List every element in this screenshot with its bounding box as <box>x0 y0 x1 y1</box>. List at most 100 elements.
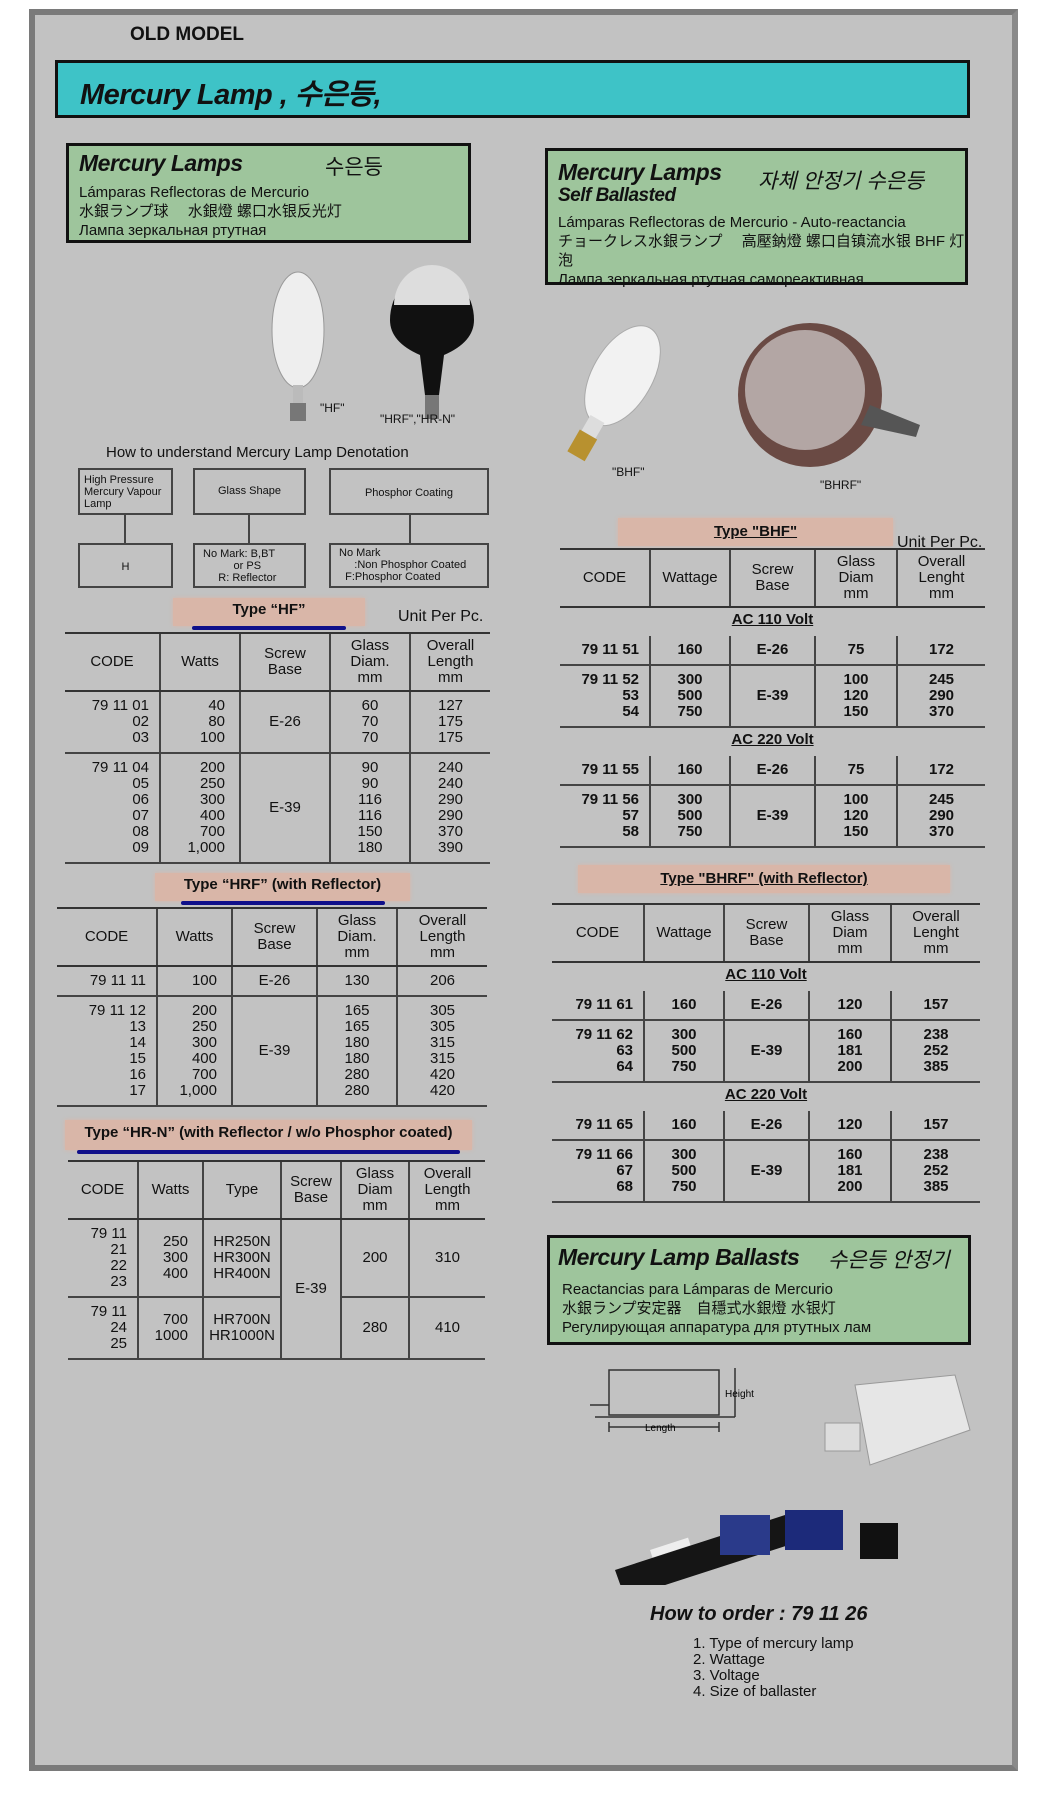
voltage-label: AC 110 Volt <box>725 966 807 983</box>
table-header-row: CODE Wattage Screw Base Glass Diam mm Overal… <box>560 548 985 608</box>
value-cell: 100 120 150 <box>814 665 897 728</box>
box-title: Mercury Lamp Ballasts <box>558 1244 800 1270</box>
value-cell: 130 <box>316 966 397 997</box>
table-row: 79 11 11 100 E-26 130 206 <box>57 966 487 997</box>
box-lines: Lámparas Reflectoras de Mercurio 水銀ランプ球 … <box>79 183 342 240</box>
value-cell: E-39 <box>723 1140 809 1203</box>
column-header: Glass Diam mm <box>814 548 897 608</box>
code-cell: 79 11 11 <box>57 966 157 997</box>
value-cell: 75 <box>814 756 897 786</box>
table-hrn: CODE Watts Type Screw Base Glass Diam mm Over… <box>68 1160 485 1360</box>
voltage-label: AC 220 Volt <box>724 1086 808 1103</box>
table-header-row: CODE Wattage Screw Base Glass Diam mm Overal… <box>552 903 980 963</box>
box-title: Mercury Lamps <box>79 150 243 176</box>
value-cell: 60 70 70 <box>329 691 410 754</box>
value-cell: 200 250 300 400 700 1,000 <box>156 996 232 1107</box>
value-cell: E-39 <box>280 1219 341 1360</box>
table-header-row: CODE Watts Type Screw Base Glass Diam mm Over… <box>68 1160 485 1220</box>
line-japanese: 水銀ランプ球 水銀燈 螺口水银反光灯 <box>79 203 342 220</box>
value-cell: E-26 <box>723 1111 809 1141</box>
denotation-box-glass-codes: No Mark: B,BT or PS R: Reflector <box>193 543 306 588</box>
column-header: CODE <box>65 632 160 692</box>
value-cell: E-39 <box>239 753 330 864</box>
table-row: 79 11 65 160 E-26 120 157 <box>552 1111 980 1141</box>
column-header: CODE <box>57 907 157 967</box>
type-bhrf-title: Type "BHRF" (with Reflector) <box>660 870 868 887</box>
unit-per-pc-bhf: Unit Per Pc. <box>897 534 983 551</box>
value-cell: E-26 <box>239 691 330 754</box>
length-label: Length <box>645 1423 676 1434</box>
column-header: Watts <box>156 907 232 967</box>
order-item: 2. Wattage <box>693 1651 765 1668</box>
column-header: Overall Lenght mm <box>896 548 985 608</box>
hf-hrf-lamp-images <box>271 265 474 421</box>
value-cell: 160 <box>649 636 730 666</box>
underline <box>77 1150 460 1154</box>
underline <box>180 901 385 905</box>
value-cell: 90 90 116 116 150 180 <box>329 753 410 864</box>
column-header: Overall Length mm <box>408 1160 485 1220</box>
voltage-row: AC 220 Volt <box>552 1082 980 1111</box>
bhrf-lamp-image <box>738 323 920 467</box>
code-cell: 79 11 51 <box>560 636 650 666</box>
type-hrf-title: Type “HRF” (with Reflector) <box>183 876 382 893</box>
order-list: 1. Type of mercury lamp 2. Wattage 3. Vo… <box>693 1636 854 1700</box>
connector <box>409 515 411 543</box>
value-cell: 245 290 370 <box>896 665 985 728</box>
box-lines: Reactancias para Lámparas de Mercurio 水銀… <box>562 1280 871 1337</box>
hrf-label: "HRF","HR-N" <box>380 412 456 426</box>
value-cell: 157 <box>890 1111 980 1141</box>
code-cell: 79 11 61 <box>552 991 644 1021</box>
code-cell: 79 11 24 25 <box>68 1297 138 1360</box>
type-bhf-header: Type "BHF" <box>618 518 893 546</box>
type-hrn-header: Type “HR-N” (with Reflector / w/o Phosph… <box>65 1120 472 1154</box>
ballast-white-image <box>824 1374 971 1466</box>
value-cell: 700 1000 <box>137 1297 203 1360</box>
banner-title: Mercury Lamp , 수은등, <box>80 79 382 111</box>
value-cell: 206 <box>396 966 487 997</box>
order-item: 3. Voltage <box>693 1667 760 1684</box>
table-hrf: CODE Watts Screw Base Glass Diam. mm Overall… <box>57 907 487 1107</box>
line-russian: Лампа зеркальная ртутная <box>79 222 267 239</box>
code-cell: 79 11 56 57 58 <box>560 785 650 848</box>
code-cell: 79 11 65 <box>552 1111 644 1141</box>
value-cell: 75 <box>814 636 897 666</box>
value-cell: 238 252 385 <box>890 1020 980 1083</box>
column-header: Watts <box>137 1160 203 1220</box>
voltage-row: AC 110 Volt <box>552 962 980 991</box>
self-ballasted-box: Mercury Lamps Self Ballasted 자체 안정기 수은등 … <box>545 148 968 288</box>
table-hf: CODE Watts Screw Base Glass Diam. mm Overall… <box>65 632 490 864</box>
hrf-lamp-image <box>390 265 474 419</box>
value-cell: 280 <box>340 1297 409 1360</box>
value-cell: 250 300 400 <box>137 1219 203 1298</box>
type-bhf-title: Type "BHF" <box>713 523 798 540</box>
value-cell: E-26 <box>723 991 809 1021</box>
table-bhrf: CODE Wattage Screw Base Glass Diam mm Overal… <box>552 903 980 1203</box>
value-cell: 157 <box>890 991 980 1021</box>
column-header: Type <box>202 1160 281 1220</box>
code-cell: 79 11 01 02 03 <box>65 691 160 754</box>
value-cell: E-26 <box>231 966 317 997</box>
order-item: 1. Type of mercury lamp <box>693 1635 854 1652</box>
table-row: 79 11 62 63 64 300 500 750 E-39 160 181 200… <box>552 1020 980 1083</box>
height-label: Height <box>725 1389 754 1400</box>
ballasts-box: Mercury Lamp Ballasts 수은등 안정기 Reactancia… <box>547 1235 971 1345</box>
denotation-box-glass: Glass Shape <box>193 468 306 515</box>
value-cell: 127 175 175 <box>409 691 490 754</box>
box-lines: Lámparas Reflectoras de Mercurio - Auto-… <box>558 213 965 289</box>
column-header: CODE <box>552 903 644 963</box>
value-cell: 40 80 100 <box>159 691 240 754</box>
hf-label: "HF" <box>320 401 345 415</box>
value-cell: 100 <box>156 966 232 997</box>
value-cell: 300 500 750 <box>649 665 730 728</box>
underline <box>192 626 346 630</box>
bhf-lamp-image <box>567 325 661 462</box>
line-spanish: Reactancias para Lámparas de Mercurio <box>562 1281 833 1298</box>
value-cell: E-39 <box>723 1020 809 1083</box>
column-header: Overall Length mm <box>396 907 487 967</box>
bhrf-label: "BHRF" <box>820 478 862 492</box>
unit-per-pc-hf: Unit Per Pc. <box>398 608 484 625</box>
value-cell: 160 <box>643 1111 724 1141</box>
line-japanese: チョークレス水銀ランプ 高壓鈉燈 螺口自镇流水银 BHF 灯泡 <box>558 233 965 269</box>
column-header: Wattage <box>643 903 724 963</box>
